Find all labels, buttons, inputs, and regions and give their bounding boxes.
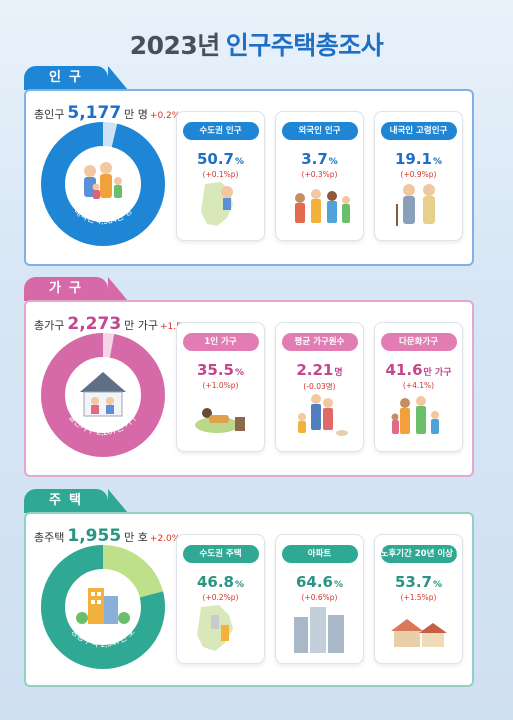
card-foreign-population: 외국인 인구 3.7% (+0.3%p) xyxy=(275,111,364,241)
card-unit: % xyxy=(234,157,245,167)
card-value: 41.6 xyxy=(385,361,423,379)
card-unit: % xyxy=(234,368,245,378)
card-value: 53.7 xyxy=(394,573,432,591)
old-houses-icon xyxy=(391,619,447,647)
person-relaxing-icon xyxy=(195,408,245,433)
card-avg-household-size: 평균 가구원수 2.21명 (-0.03명) xyxy=(275,322,364,452)
card-label: 내국인 고령인구 xyxy=(380,122,457,140)
card-label: 아파트 xyxy=(281,545,358,563)
tab-household: 가구 xyxy=(24,277,128,301)
card-change: (+4.1%) xyxy=(402,381,435,390)
card-change: (+0.3%p) xyxy=(301,170,338,179)
household-total-label: 총가구 xyxy=(34,319,65,332)
card-label: 외국인 인구 xyxy=(281,122,358,140)
housing-donut-arc xyxy=(41,545,165,669)
tab-population: 인구 xyxy=(24,66,128,90)
page-title: 2023년 인구주택총조사 xyxy=(0,26,513,62)
card-value: 35.5 xyxy=(196,361,234,379)
card-multicultural-household: 다문화가구 41.6만 가구 (+4.1%) xyxy=(374,322,463,452)
housing-donut: 공동주택 1,547만 호 xyxy=(41,545,165,669)
diverse-people-icon xyxy=(295,189,350,223)
card-unit: % xyxy=(234,580,245,590)
card-change: (+0.9%p) xyxy=(400,170,437,179)
housing-section: 총주택 1,955 만 호 +2.0% 공동주택 1,547만 호 수도권 주택 46… xyxy=(24,512,474,687)
household-donut-arc xyxy=(41,333,165,457)
card-elderly-population: 내국인 고령인구 19.1% (+0.9%p) xyxy=(374,111,463,241)
title-year: 2023년 xyxy=(129,31,221,60)
population-section: 총인구 5,177 만 명 +0.2% 내국인 4,984만 명 수도권 인구 50.… xyxy=(24,89,474,266)
card-label: 수도권 주택 xyxy=(182,545,259,563)
card-unit: % xyxy=(328,157,338,167)
household-total-unit: 만 가구 xyxy=(124,319,159,332)
card-single-household: 1인 가구 35.5% (+1.0%p) xyxy=(176,322,265,452)
housing-total-unit: 만 호 xyxy=(124,531,148,544)
population-donut: 내국인 4,984만 명 xyxy=(41,122,165,246)
card-unit: 만 가구 xyxy=(423,368,452,378)
card-change: (+0.2%p) xyxy=(202,593,239,602)
household-donut: 일반가구 2,207만 가구 xyxy=(41,333,165,457)
card-value: 64.6 xyxy=(295,573,333,591)
population-donut-arc xyxy=(41,122,165,246)
housing-total: 총주택 1,955 만 호 +2.0% xyxy=(34,526,180,546)
card-change: (+0.6%p) xyxy=(301,593,338,602)
card-change: (+1.0%p) xyxy=(202,381,239,390)
title-main: 인구주택총조사 xyxy=(225,31,384,60)
household-total-change: +1.5% xyxy=(160,322,191,332)
card-apartment: 아파트 64.6% (+0.6%p) xyxy=(275,534,364,664)
card-change: (-0.03명) xyxy=(303,382,336,391)
card-metro-population: 수도권 인구 50.7% (+0.1%p) xyxy=(176,111,265,241)
korea-map-buildings-icon xyxy=(197,605,233,651)
card-old-housing: 노후기간 20년 이상 주택 53.7% (+1.5%p) xyxy=(374,534,463,664)
household-total: 총가구 2,273 만 가구 +1.5% xyxy=(34,314,190,334)
card-value: 3.7 xyxy=(301,150,328,168)
card-change: (+0.1%p) xyxy=(202,170,239,179)
population-total-change: +0.2% xyxy=(149,111,181,121)
apartment-building-icon xyxy=(76,588,130,624)
card-label: 1인 가구 xyxy=(182,333,259,351)
housing-total-value: 1,955 xyxy=(67,526,122,546)
household-section: 총가구 2,273 만 가구 +1.5% 일반가구 2,207만 가구 1인 가구 3… xyxy=(24,300,474,477)
family-icon xyxy=(84,162,122,199)
housing-total-change: +2.0% xyxy=(149,534,181,544)
multicultural-family-icon xyxy=(391,396,439,434)
housing-total-label: 총주택 xyxy=(34,531,65,544)
card-label: 수도권 인구 xyxy=(182,122,259,140)
household-total-value: 2,273 xyxy=(67,314,122,334)
card-value: 50.7 xyxy=(196,150,234,168)
card-value: 19.1 xyxy=(394,150,432,168)
card-unit: % xyxy=(432,157,443,167)
elderly-couple-icon xyxy=(396,184,435,226)
korea-map-icon xyxy=(201,182,233,226)
card-unit: % xyxy=(432,580,443,590)
tab-housing: 주택 xyxy=(24,489,128,513)
card-label: 노후기간 20년 이상 주택 xyxy=(380,545,457,563)
population-total: 총인구 5,177 만 명 +0.2% xyxy=(34,103,180,123)
house-icon xyxy=(80,372,126,417)
card-unit: 명 xyxy=(334,368,343,378)
card-unit: % xyxy=(333,580,344,590)
card-label: 평균 가구원수 xyxy=(281,333,358,351)
family-walking-icon xyxy=(298,394,348,436)
population-total-label: 총인구 xyxy=(34,108,65,121)
card-metro-housing: 수도권 주택 46.8% (+0.2%p) xyxy=(176,534,265,664)
population-total-unit: 만 명 xyxy=(124,108,148,121)
card-value: 46.8 xyxy=(196,573,234,591)
card-label: 다문화가구 xyxy=(380,333,457,351)
card-value: 2.21 xyxy=(296,361,334,379)
population-total-value: 5,177 xyxy=(67,103,122,123)
apartments-icon xyxy=(294,607,344,653)
card-change: (+1.5%p) xyxy=(400,593,437,602)
